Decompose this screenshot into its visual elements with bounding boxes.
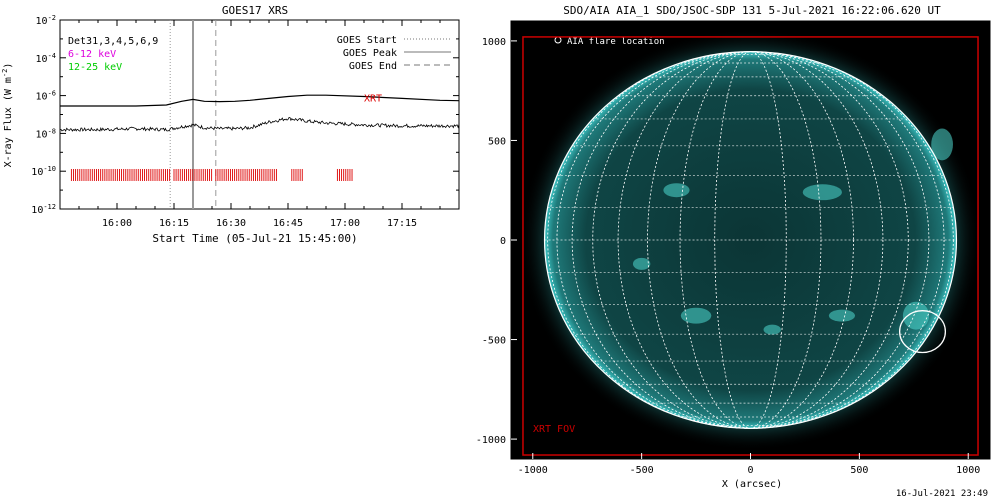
y-tick-exponent: -6 [48, 90, 56, 98]
y-tick-label: 1000 [482, 37, 506, 48]
x-tick-label: 16:30 [216, 218, 246, 229]
y-tick-base: 10 [36, 54, 48, 65]
xrt-fov-label: XRT FOV [533, 424, 575, 435]
lightcurve-y-axis-label-close: ) [3, 63, 14, 69]
legend-left-entry: 12-25 keV [68, 62, 122, 73]
y-tick-base: 10 [36, 129, 48, 140]
x-tick-label: 16:00 [102, 218, 132, 229]
y-tick-exponent: -10 [43, 165, 56, 173]
y-tick-exponent: -4 [48, 52, 56, 60]
legend-right-entry: GOES Start [337, 35, 397, 46]
y-tick-label: 0 [500, 236, 506, 247]
lightcurve-y-axis-label-exponent: -2 [1, 69, 9, 77]
y-tick-label: 10-6 [36, 90, 56, 103]
aia-solar-image: AIA flare location XRT FOV [519, 29, 982, 456]
y-tick-label: 10-12 [31, 203, 56, 216]
x-tick-label: -500 [630, 465, 654, 476]
aia-title: SDO/AIA AIA_1 SDO/JSOC-SDP 131 5-Jul-202… [563, 4, 941, 17]
x-tick-label: 16:45 [273, 218, 303, 229]
aia-x-axis-label: X (arcsec) [722, 479, 782, 490]
footer-timestamp: 16-Jul-2021 23:49 [896, 489, 988, 499]
y-tick-label: 10-4 [36, 52, 56, 65]
longitude-line [556, 51, 945, 429]
y-tick-label: 10-2 [36, 14, 56, 27]
goes-lightcurve-panel: GOES17 XRS 16:00 16:15 16:30 16:45 17:00 17:1… [1, 4, 460, 245]
active-region [663, 183, 690, 198]
lightcurve-title: GOES17 XRS [222, 4, 288, 17]
flare-location-legend: AIA flare location [567, 37, 665, 47]
solar-limb [543, 51, 958, 429]
x-tick-label: 0 [747, 465, 753, 476]
y-tick-exponent: -2 [48, 14, 56, 22]
legend-left-entry: 6-12 keV [68, 49, 116, 60]
x-tick-label: 17:15 [387, 218, 417, 229]
x-tick-label: 16:15 [159, 218, 189, 229]
lightcurve-x-axis-label: Start Time (05-Jul-21 15:45:00) [152, 232, 357, 245]
y-tick-base: 10 [31, 205, 43, 216]
lightcurve-series-smooth [60, 94, 460, 107]
active-region [802, 184, 842, 201]
y-tick-base: 10 [36, 16, 48, 27]
y-tick-base: 10 [31, 167, 43, 178]
y-tick-exponent: -12 [43, 203, 56, 211]
active-region [902, 301, 930, 330]
active-region [680, 307, 712, 324]
lightcurve-data: XRT [59, 20, 460, 209]
lightcurve-axes: 16:00 16:15 16:30 16:45 17:00 17:1510-1210-10… [31, 14, 460, 229]
y-tick-label: -500 [482, 336, 506, 347]
lightcurve-y-axis-label: X-ray Flux (W m-2) [1, 63, 14, 168]
y-tick-label: 10-10 [31, 165, 56, 178]
lightcurve-y-axis-label-main: X-ray Flux (W m [3, 77, 14, 167]
aia-axes: -1000 -500 0 500 1000 -1000 -500 0 500 1000 [476, 37, 980, 476]
active-region [632, 257, 651, 270]
x-tick-label: 1000 [956, 465, 980, 476]
x-tick-label: 500 [850, 465, 868, 476]
legend-left-entry: Det31,3,4,5,6,9 [68, 36, 158, 47]
active-region [828, 309, 856, 322]
legend-right-entry: GOES Peak [343, 48, 397, 59]
x-tick-label: -1000 [518, 465, 548, 476]
y-tick-base: 10 [36, 92, 48, 103]
y-tick-label: 500 [488, 136, 506, 147]
legend-right-entry: GOES End [349, 61, 397, 72]
xrt-series-label: XRT [364, 93, 382, 104]
flare-location-circle [898, 310, 947, 354]
active-region [763, 324, 781, 335]
aia-image-panel: SDO/AIA AIA_1 SDO/JSOC-SDP 131 5-Jul-202… [476, 4, 991, 490]
x-tick-label: 17:00 [330, 218, 360, 229]
y-tick-label: -1000 [476, 435, 506, 446]
lightcurve-series-noisy [59, 116, 460, 133]
lightcurve-legend: Det31,3,4,5,6,9 6-12 keV 12-25 keV GOES Sta… [68, 35, 451, 73]
active-region [931, 128, 953, 161]
y-tick-exponent: -8 [48, 127, 56, 135]
y-tick-label: 10-8 [36, 127, 56, 140]
